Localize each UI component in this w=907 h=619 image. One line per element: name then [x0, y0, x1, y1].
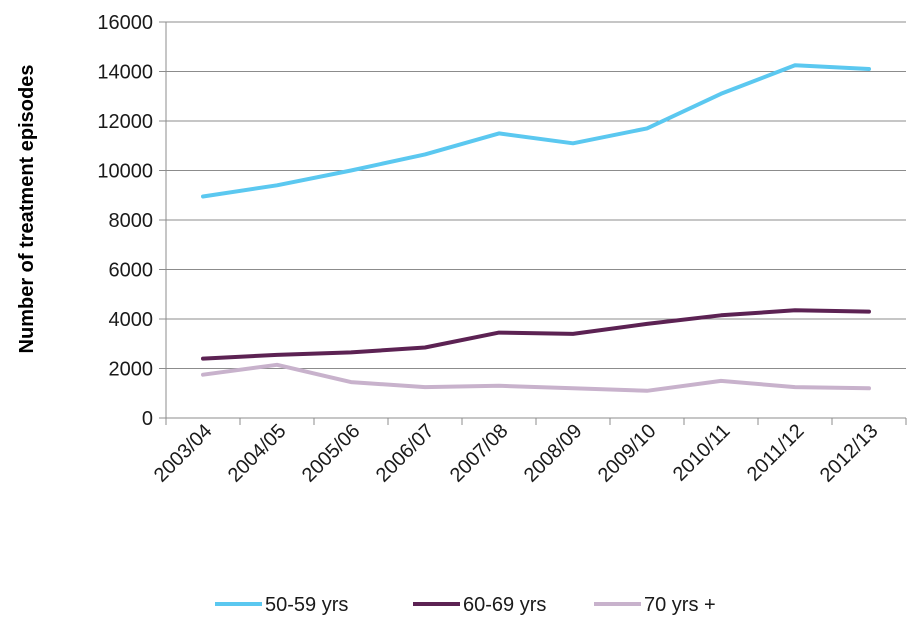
y-axis-ticks: 0 2000 4000 6000 8000 10000 12000 14000 16000 [97, 12, 166, 430]
y-tick-label: 0 [142, 408, 153, 430]
series-line-50-59-yrs [201, 63, 871, 199]
legend-label: 50-59 yrs [265, 594, 348, 616]
legend-label: 60-69 yrs [463, 594, 546, 616]
series-lines [201, 63, 871, 393]
gridlines [166, 21, 906, 369]
y-tick-label: 14000 [97, 62, 153, 84]
x-tick-label: 2007/08 [446, 420, 513, 487]
y-tick-label: 16000 [97, 12, 153, 34]
y-tick-label: 6000 [109, 260, 154, 282]
x-tick-label: 2005/06 [298, 420, 365, 487]
x-tick-label: 2006/07 [372, 420, 439, 487]
y-tick-label: 4000 [109, 309, 154, 331]
x-tick-label: 2010/11 [669, 420, 735, 486]
y-tick-label: 10000 [97, 161, 153, 183]
y-axis-label: Number of treatment episodes [16, 65, 38, 354]
y-tick-label: 12000 [97, 111, 153, 133]
x-tick-label: 2011/12 [743, 420, 809, 486]
x-axis-ticks: 2003/04 2004/05 2005/06 2006/07 2007/08 2008/… [150, 418, 907, 487]
x-tick-label: 2009/10 [594, 420, 661, 487]
x-tick-label: 2004/05 [224, 420, 291, 487]
legend-label: 70 yrs + [644, 594, 716, 616]
y-tick-label: 8000 [109, 210, 154, 232]
series-line-60-69-yrs [201, 308, 871, 361]
x-tick-label: 2008/09 [520, 420, 587, 487]
x-tick-label: 2003/04 [150, 420, 217, 487]
legend: 50-59 yrs 60-69 yrs 70 yrs + [215, 594, 716, 616]
x-tick-label: 2012/13 [816, 420, 883, 487]
series-line-70-yrs- [201, 362, 871, 393]
y-tick-label: 2000 [109, 359, 154, 381]
